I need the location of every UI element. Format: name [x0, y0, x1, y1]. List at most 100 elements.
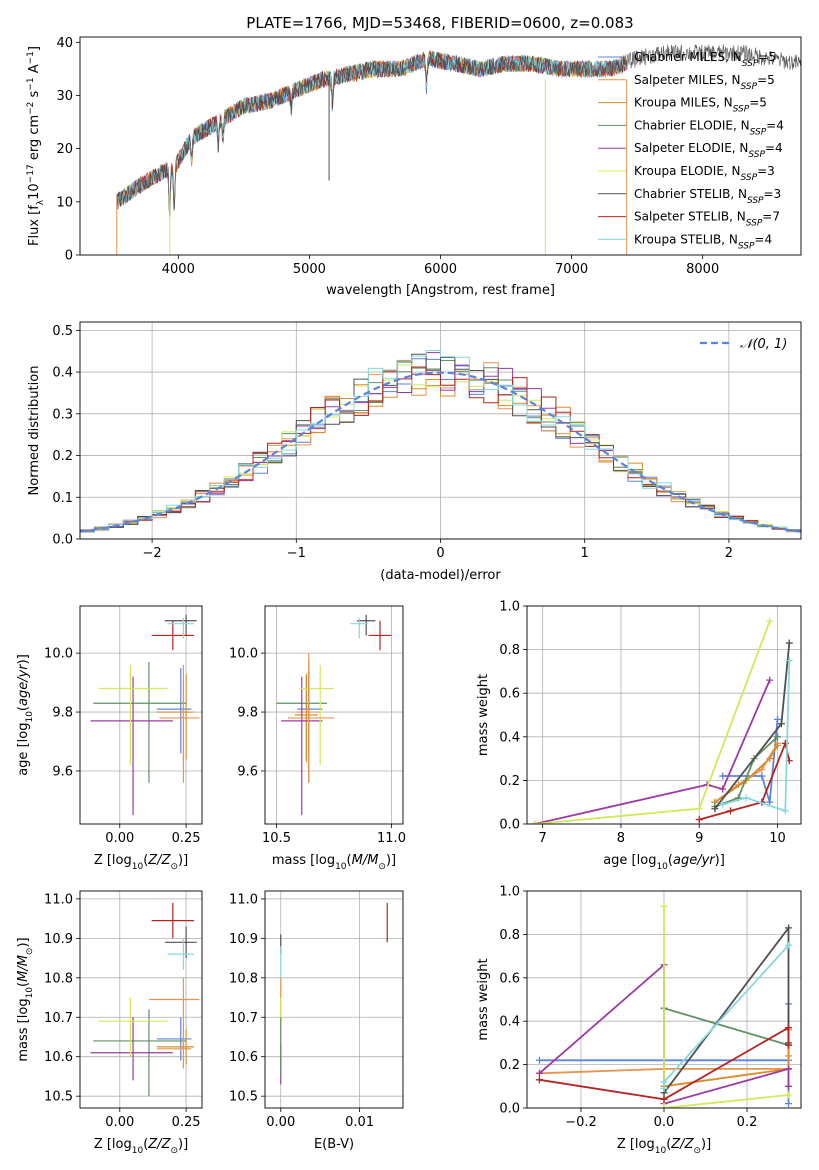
- weight-marker: [535, 1076, 543, 1084]
- weight-marker: [711, 805, 719, 813]
- grid: [80, 606, 202, 824]
- y-tick-label: 9.8: [237, 706, 258, 721]
- label-part: M/M: [16, 955, 31, 982]
- label-part: Kroupa MILES, N: [634, 96, 733, 110]
- label-part: (: [16, 706, 31, 711]
- panel-0: 4000 5000 6000 7000 8000 0 10 20 30 40 Chabrier MI…: [26, 36, 802, 298]
- weight-marker: [774, 733, 782, 741]
- y-tick-label: 0.0: [52, 533, 73, 548]
- label-part: Salpeter MILES, N: [634, 73, 741, 87]
- y-tick-label: 11.0: [229, 892, 258, 907]
- y-tick-label: 11.0: [44, 892, 73, 907]
- weight-marker: [531, 820, 539, 824]
- label-part: age [log: [16, 723, 31, 776]
- label-part: λ: [36, 199, 46, 205]
- label-part: mass weight: [476, 674, 491, 756]
- label-part: =5: [749, 96, 767, 110]
- weight-marker: [785, 657, 793, 664]
- x-tick-label: 6000: [424, 262, 457, 277]
- legend-label: Chabrier MILES, NSSP=5: [634, 50, 776, 69]
- y-tick-label: 0.8: [499, 928, 520, 943]
- y-tick-label: 0.8: [499, 643, 520, 658]
- x-tick-label: 8: [617, 831, 625, 846]
- label-part: M/M: [352, 853, 379, 868]
- y-tick-label: 0.2: [499, 774, 520, 789]
- x-axis-label: (data-model)/error: [380, 568, 501, 583]
- grid: [265, 606, 403, 824]
- x-tick-label: 4000: [162, 262, 195, 277]
- weight-line-chabrier-miles: [722, 719, 779, 803]
- label-part: =4: [754, 232, 772, 246]
- label-part: mass weight: [476, 958, 491, 1040]
- y-tick-label: 10.6: [44, 1050, 73, 1065]
- x-tick-label: 7000: [555, 262, 588, 277]
- label-part: Z/Z: [670, 1137, 694, 1152]
- x-tick-label: 8000: [686, 262, 719, 277]
- label-part: −1: [26, 51, 36, 64]
- figure-title: PLATE=1766, MJD=53468, FIBERID=0600, z=0…: [246, 14, 633, 32]
- weight-line-chabrier-elodie: [714, 736, 779, 808]
- weight-marker: [660, 1095, 668, 1103]
- y-tick-label: 10.5: [44, 1090, 73, 1105]
- label-part: age/yr: [16, 663, 31, 706]
- plot-area: [90, 902, 200, 1097]
- label-part: (: [668, 853, 673, 868]
- label-part: ⊙: [693, 1146, 701, 1156]
- label-part: erg cm: [27, 115, 42, 164]
- panel-6: 0.00 0.01 10.5 10.6 10.7 10.8 10.9 11.0 E(B-V): [229, 890, 404, 1152]
- y-tick-label: 10.0: [44, 647, 73, 662]
- label-part: Z [log: [94, 853, 132, 868]
- label-part: SSP: [746, 219, 763, 229]
- label-part: )]: [701, 1137, 711, 1152]
- y-tick-label: 0.0: [499, 818, 520, 833]
- y-tick-label: 0.2: [499, 1058, 520, 1073]
- label-part: )]: [178, 853, 188, 868]
- weight-marker: [660, 1078, 668, 1086]
- y-tick-label: 0.4: [52, 366, 73, 381]
- axes-frame: [264, 890, 404, 1109]
- y-tick-label: 0: [65, 249, 73, 264]
- label-part: 10: [132, 862, 144, 872]
- y-tick-label: 10: [56, 195, 73, 210]
- weight-marker: [727, 807, 735, 815]
- label-part: (: [16, 982, 31, 987]
- x-tick-label: 0.00: [266, 1115, 295, 1130]
- label-part: =3: [757, 164, 775, 178]
- legend-label: Salpeter MILES, NSSP=5: [634, 73, 775, 92]
- x-tick-label: 10.5: [262, 831, 291, 846]
- y-tick-label: 0.1: [52, 491, 73, 506]
- y-tick-label: 0.2: [52, 449, 73, 464]
- weight-marker: [785, 1024, 793, 1032]
- label-part: SSP: [738, 241, 755, 251]
- plot-area: [535, 902, 793, 1108]
- legend-label: 𝒩(0, 1): [740, 337, 787, 352]
- label-part: SSP: [733, 105, 750, 115]
- y-tick-label: 10.9: [229, 932, 258, 947]
- label-part: 10: [132, 1146, 144, 1156]
- legend-label: Salpeter ELODIE, NSSP=4: [634, 141, 783, 160]
- weight-marker: [785, 639, 793, 647]
- panel-1: −2 −1 0 1 2 0.0 0.1 0.2 0.3 0.4 0.5 𝒩(0, 1) (data-mo…: [27, 321, 802, 583]
- label-part: (: [143, 853, 148, 868]
- y-tick-label: 0.5: [52, 324, 73, 339]
- label-part: (: [666, 1137, 671, 1152]
- y-tick-label: 0.3: [52, 407, 73, 422]
- legend-label: Kroupa STELIB, NSSP=4: [634, 232, 772, 251]
- weight-marker: [785, 1100, 793, 1108]
- label-part: Kroupa ELODIE, N: [634, 164, 741, 178]
- weight-marker: [719, 772, 727, 780]
- label-part: −2: [26, 102, 36, 115]
- axes-frame: [79, 890, 203, 1109]
- y-tick-label: 9.6: [52, 764, 73, 779]
- weight-marker: [781, 807, 789, 815]
- grid: [265, 891, 403, 1108]
- weight-marker: [535, 1056, 543, 1064]
- label-part: SSP: [748, 150, 765, 160]
- weight-marker: [785, 1091, 793, 1099]
- weight-marker: [758, 772, 766, 780]
- panel-2: 0.00 0.259.69.810.0Z [log10(Z/Z⊙)]age [lo…: [16, 605, 203, 872]
- x-axis-label: age [log10(age/yr)]: [603, 853, 725, 872]
